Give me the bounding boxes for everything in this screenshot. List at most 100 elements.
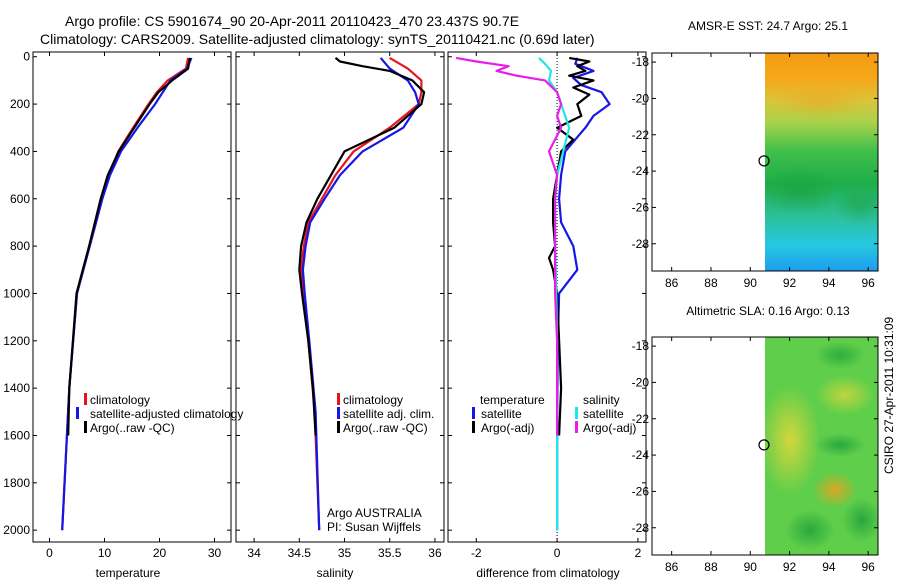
- difference-axes-box: [447, 51, 647, 543]
- temperature-axes-box: [32, 51, 232, 543]
- temperature-legend: climatology satellite-adjusted climatolo…: [76, 393, 243, 435]
- map-y-tick-label: -24: [632, 164, 650, 178]
- sla-map-axes-box: [651, 336, 879, 556]
- sla-field-feature: [815, 375, 875, 415]
- sla-field-feature: [815, 341, 865, 369]
- legend-swatch-argo: [337, 421, 340, 433]
- sla-field-feature: [813, 472, 857, 508]
- sst-map-panel: AMSR-E SST: 24.7 Argo: 25.1 86 88 90 92 94 96…: [632, 19, 879, 290]
- legend-label-argo: Argo(..raw -QC): [343, 421, 428, 435]
- map-y-tick-label: -18: [632, 55, 650, 69]
- legend-swatch-satellite: [76, 407, 79, 419]
- legend-swatch-salt-argo: [575, 421, 578, 433]
- salinity-legend: climatology satellite adj. clim. Argo(..…: [337, 393, 434, 435]
- sla-field-feature: [842, 498, 878, 542]
- sst-field-feature: [770, 82, 870, 118]
- credit-pi: PI: Susan Wijffels: [327, 520, 421, 534]
- series-line-satellite-adj-clim-: [301, 57, 420, 531]
- y-tick-label: 1800: [3, 476, 30, 490]
- map-y-tick-label: -22: [632, 128, 650, 142]
- x-tick-label: 0: [46, 546, 53, 560]
- y-tick-label: 2000: [3, 523, 30, 537]
- y-tick-label: 200: [10, 97, 30, 111]
- y-tick-label: 1200: [3, 334, 30, 348]
- legend-label-temp-satellite: satellite: [481, 407, 522, 421]
- difference-profile-panel: -2 0 2: [447, 51, 647, 560]
- map-x-tick-label: 86: [665, 560, 679, 574]
- figure-title-line1: Argo profile: CS 5901674_90 20-Apr-2011 …: [65, 13, 519, 29]
- map-x-tick-label: 86: [665, 276, 679, 290]
- map-y-tick-label: -18: [632, 339, 650, 353]
- map-y-tick-label: -28: [632, 521, 650, 535]
- salinity-xlabel: salinity: [317, 566, 354, 580]
- x-tick-label: 34: [247, 546, 261, 560]
- legend-label-salt-satellite: satellite: [583, 407, 624, 421]
- sst-field: [765, 53, 878, 271]
- sla-map-title: Altimetric SLA: 0.16 Argo: 0.13: [686, 304, 850, 318]
- series-line-argo-raw-qc-: [67, 57, 191, 436]
- salinity-axes-box: [235, 51, 445, 543]
- timestamp-stamp: CSIRO 27-Apr-2011 10:31:09: [882, 316, 896, 474]
- legend-swatch-climatology: [337, 393, 340, 405]
- map-x-tick-label: 96: [861, 276, 875, 290]
- sst-map-axes-box: [651, 52, 879, 272]
- sla-field: [765, 337, 878, 555]
- x-tick-label: 0: [554, 546, 561, 560]
- series-line-argo-raw-qc-: [298, 57, 426, 436]
- sst-field-feature: [835, 185, 878, 225]
- legend-label-salt-argo: Argo(-adj): [583, 421, 636, 435]
- legend-swatch-satellite: [337, 407, 340, 419]
- y-tick-label: 800: [10, 239, 30, 253]
- x-tick-label: 20: [153, 546, 167, 560]
- figure-title-line2: Climatology: CARS2009. Satellite-adjuste…: [40, 31, 595, 47]
- sst-map-title: AMSR-E SST: 24.7 Argo: 25.1: [688, 19, 848, 33]
- x-tick-label: 2: [635, 546, 642, 560]
- map-x-tick-label: 94: [822, 276, 836, 290]
- temperature-xlabel: temperature: [96, 566, 161, 580]
- legend-swatch-salt-satellite: [575, 407, 578, 419]
- map-x-tick-label: 90: [744, 560, 758, 574]
- y-tick-label: 400: [10, 144, 30, 158]
- credit-org: Argo AUSTRALIA: [327, 506, 422, 520]
- profile-location-marker: [758, 155, 770, 167]
- map-y-tick-label: -20: [632, 91, 650, 105]
- y-tick-label: 1000: [3, 286, 30, 300]
- map-x-tick-label: 88: [704, 276, 718, 290]
- map-x-tick-label: 92: [783, 276, 797, 290]
- x-tick-label: 35.5: [378, 546, 402, 560]
- map-y-tick-label: -22: [632, 412, 650, 426]
- x-tick-label: 10: [98, 546, 112, 560]
- temperature-profile-panel: 0 10 20 30 0 200 400 600 800 1000 1200 1400 1600 1800…: [3, 50, 232, 560]
- sst-field-feature: [765, 165, 840, 215]
- difference-legend: temperature salinity satellite Argo(-adj…: [472, 393, 636, 435]
- sla-field-feature: [815, 433, 865, 457]
- map-y-tick-label: -24: [632, 448, 650, 462]
- y-tick-label: 1600: [3, 428, 30, 442]
- legend-swatch-climatology: [84, 393, 87, 405]
- legend-swatch-argo: [84, 421, 87, 433]
- series-line-satellite-adjusted-climatology: [61, 57, 193, 531]
- y-tick-label: 0: [23, 50, 30, 64]
- map-y-tick-label: -28: [632, 237, 650, 251]
- legend-label-temp-argo: Argo(-adj): [481, 421, 534, 435]
- legend-swatch-temp-satellite: [472, 407, 475, 419]
- legend-label-satellite: satellite-adjusted climatology: [90, 407, 243, 421]
- y-tick-label: 1400: [3, 381, 30, 395]
- map-x-tick-label: 92: [783, 560, 797, 574]
- legend-group-temperature: temperature: [480, 393, 545, 407]
- legend-label-climatology: climatology: [90, 393, 150, 407]
- x-tick-label: 35: [338, 546, 352, 560]
- series-line-climatology: [61, 57, 190, 531]
- difference-xlabel: difference from climatology: [476, 566, 619, 580]
- map-x-tick-label: 96: [861, 560, 875, 574]
- y-tick-label: 600: [10, 192, 30, 206]
- map-x-tick-label: 94: [822, 560, 836, 574]
- legend-label-argo: Argo(..raw -QC): [90, 421, 175, 435]
- sla-field-feature: [785, 510, 835, 550]
- x-tick-label: -2: [471, 546, 482, 560]
- salinity-profile-panel: 34 34.5 35 35.5 36: [235, 51, 445, 560]
- series-line-salinity-argo-adj-: [455, 56, 563, 436]
- map-y-tick-label: -20: [632, 375, 650, 389]
- map-y-tick-label: -26: [632, 200, 650, 214]
